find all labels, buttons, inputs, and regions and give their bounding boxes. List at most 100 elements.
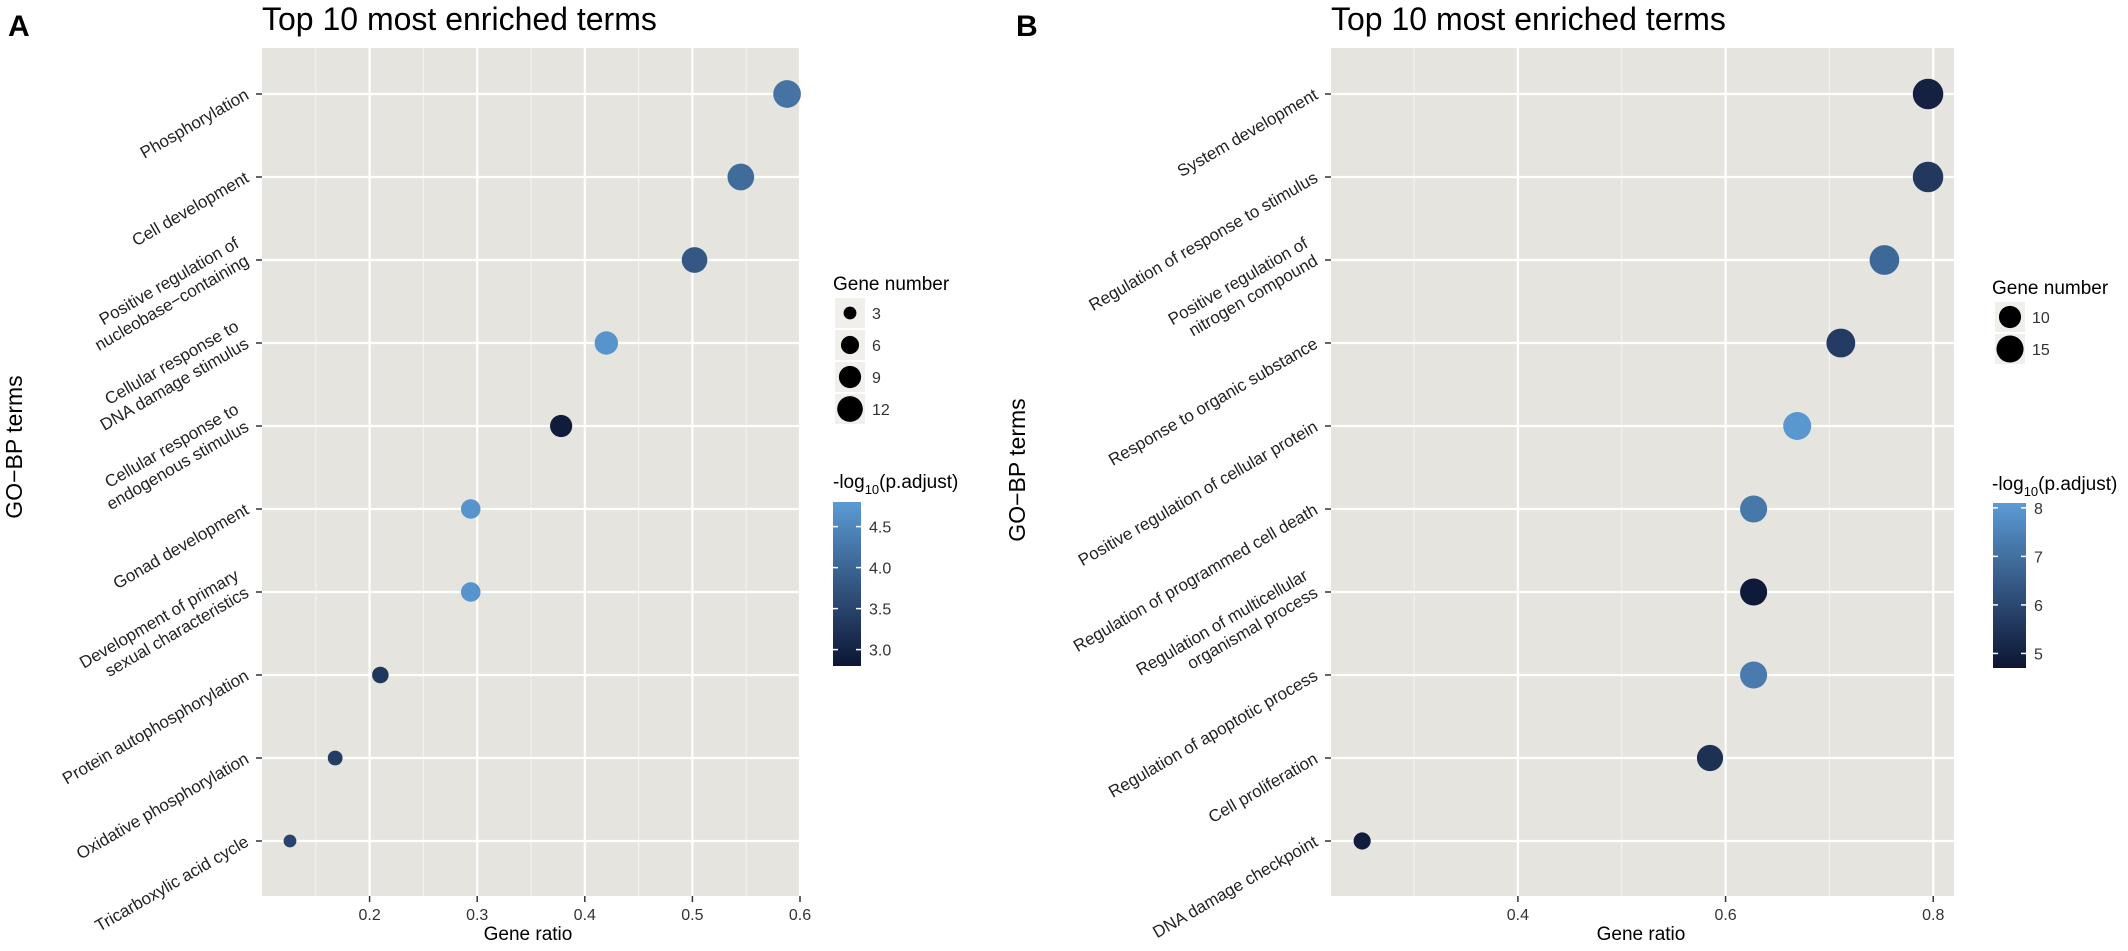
x-axis-label: Gene ratio — [1597, 924, 1686, 945]
color-legend-title-prefix: -log — [833, 472, 865, 493]
color-legend-title: -log10(p.adjust) — [1992, 474, 2117, 499]
x-tick-label: 0.4 — [1507, 907, 1529, 924]
size-legend-dot — [843, 306, 857, 320]
x-axis-label: Gene ratio — [484, 924, 573, 945]
size-legend-label: 6 — [872, 338, 881, 355]
color-legend-tick-label: 7 — [2034, 549, 2043, 566]
size-legend-dot — [837, 396, 863, 422]
y-tick-label: Tricarboxylic acid cycle — [92, 832, 252, 936]
size-legend-dot — [1996, 335, 2024, 363]
size-legend-label: 10 — [2032, 310, 2050, 327]
color-legend-tick-label: 5 — [2034, 646, 2043, 663]
color-legend-title-suffix: (p.adjust) — [879, 472, 958, 493]
size-legend-dot — [838, 365, 862, 389]
data-point — [460, 499, 481, 519]
data-point — [1912, 161, 1944, 193]
panel-label: A — [8, 10, 30, 43]
size-legend-label: 12 — [872, 402, 890, 419]
color-legend-tick-label: 6 — [2034, 598, 2043, 615]
y-tick-label-line: Phosphorylation — [137, 85, 252, 162]
panel-label: B — [1016, 10, 1038, 43]
color-legend-title-subscript: 10 — [865, 482, 879, 497]
size-legend-title: Gene number — [833, 274, 950, 295]
data-point — [550, 414, 573, 438]
y-tick-label-line: System development — [1174, 85, 1321, 181]
color-bar — [1993, 503, 2026, 668]
x-tick-label: 0.8 — [1922, 907, 1944, 924]
data-point — [327, 750, 343, 766]
x-tick-marks: 0.4 0.6 0.8 — [1507, 896, 1944, 924]
size-legend: Gene number 10 15 — [1992, 278, 2109, 364]
data-point — [1740, 661, 1768, 689]
y-tick-label-line: DNA damage checkpoint — [1149, 832, 1321, 942]
color-legend-tick-label: 8 — [2034, 501, 2043, 518]
size-legend-label: 9 — [872, 370, 881, 387]
grid-lines — [262, 48, 802, 896]
data-points — [283, 80, 801, 848]
y-tick-label: Development of primarysexual characteris… — [76, 565, 252, 689]
y-tick-label-line: Cell proliferation — [1205, 749, 1321, 827]
x-tick-label: 0.4 — [574, 907, 596, 924]
y-tick-label: Cell proliferation — [1205, 749, 1321, 827]
color-legend-tick-label: 3.5 — [869, 602, 891, 619]
data-point — [681, 247, 708, 273]
chart-title: Top 10 most enriched terms — [262, 1, 657, 37]
color-legend-tick-label: 4.0 — [869, 561, 891, 578]
y-tick-label-line: Regulation of multicellular — [1133, 566, 1311, 680]
grid-lines — [1331, 48, 1954, 896]
data-point — [1696, 744, 1724, 772]
color-legend-ticks: 3.0 3.5 4.0 4.5 — [833, 520, 891, 660]
x-tick-label: 0.2 — [358, 907, 380, 924]
plot-background — [1331, 48, 1954, 896]
color-legend: -log10(p.adjust) 3.0 3.5 4.0 4.5 — [833, 472, 958, 666]
size-legend-keys: 10 15 — [1995, 302, 2050, 364]
color-legend-title-subscript: 10 — [2024, 484, 2038, 499]
color-legend-title-prefix: -log — [1992, 474, 2024, 495]
x-tick-label: 0.6 — [789, 907, 811, 924]
size-legend: Gene number 3 6 9 12 — [833, 274, 950, 424]
y-axis-label: GO−BP terms — [1004, 398, 1030, 541]
data-point — [1869, 245, 1900, 275]
data-point — [283, 834, 297, 848]
color-legend-title-suffix: (p.adjust) — [2038, 474, 2117, 495]
y-tick-label: DNA damage checkpoint — [1149, 832, 1321, 942]
size-legend-title: Gene number — [1992, 278, 2109, 299]
y-tick-label-line: Tricarboxylic acid cycle — [92, 832, 252, 936]
data-point — [773, 80, 801, 108]
data-point — [1826, 328, 1856, 358]
data-point — [594, 331, 619, 355]
data-point — [372, 666, 389, 684]
data-point — [1353, 832, 1371, 850]
panel-a: A Top 10 most enriched terms Phosphoryla… — [1, 1, 958, 945]
x-tick-label: 0.6 — [1714, 907, 1736, 924]
color-legend-ticks: 5 6 7 8 — [1993, 501, 2043, 663]
x-tick-label: 0.5 — [681, 907, 703, 924]
data-point — [1783, 412, 1812, 440]
y-tick-marks — [256, 93, 262, 842]
data-point — [1912, 78, 1944, 110]
data-point — [460, 582, 481, 602]
data-point — [1740, 495, 1768, 523]
y-tick-label: Phosphorylation — [137, 85, 252, 162]
color-bar — [833, 502, 861, 666]
y-axis-label: GO−BP terms — [1, 375, 27, 518]
y-tick-label: Positive regulation of cellular protein — [1075, 417, 1321, 570]
color-legend-tick-label: 3.0 — [869, 643, 891, 660]
data-point — [727, 163, 755, 191]
x-tick-label: 0.3 — [466, 907, 488, 924]
size-legend-dot — [1998, 305, 2022, 329]
size-legend-dot — [840, 335, 860, 355]
data-point — [1740, 578, 1768, 606]
size-legend-label: 3 — [872, 306, 881, 323]
y-tick-marks — [1325, 93, 1331, 842]
panel-b: B Top 10 most enriched terms System deve… — [1004, 1, 2117, 945]
chart-title: Top 10 most enriched terms — [1331, 1, 1726, 37]
y-tick-label-line: Positive regulation of cellular protein — [1075, 417, 1321, 570]
x-tick-marks: 0.2 0.3 0.4 0.5 0.6 — [358, 896, 811, 924]
data-points — [1353, 78, 1944, 850]
size-legend-label: 15 — [2032, 342, 2050, 359]
color-legend: -log10(p.adjust) 5 6 7 8 — [1992, 474, 2117, 668]
